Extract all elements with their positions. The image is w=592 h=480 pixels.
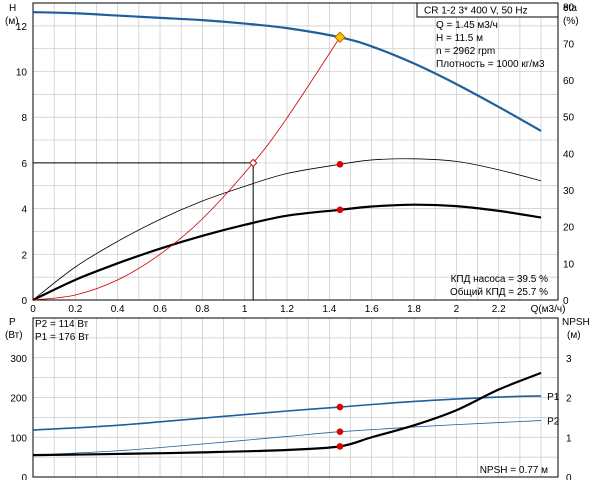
series-line-2	[32, 203, 542, 301]
y-tick-label-h: 4	[21, 205, 27, 216]
y-tick-label-eta: 0	[563, 296, 569, 307]
efficiency-text: КПД насоса = 39.5 %	[451, 274, 549, 285]
y-tick-label-npsh: 1	[566, 433, 572, 444]
x-tick-label: 1.6	[365, 304, 379, 315]
y-tick-label-eta: 50	[563, 113, 575, 124]
info-box-line: n = 2962 rpm	[436, 46, 495, 57]
info-box-line: Q = 1.45 м3/ч	[436, 20, 498, 31]
x-tick-label: 1.2	[280, 304, 294, 315]
series-line-1	[32, 158, 542, 301]
y-tick-label-eta: 30	[563, 186, 575, 197]
y-axis-unit-npsh: (м)	[567, 330, 581, 341]
y-tick-label-p: 300	[10, 354, 27, 365]
x-axis-label: Q(м3/ч)	[531, 304, 566, 315]
info-box: CR 1-2 3* 400 V, 50 Hz Q = 1.45 м3/ч H = 1…	[416, 2, 559, 70]
series-line-0	[32, 11, 542, 132]
y-tick-label-p: 0	[21, 473, 27, 480]
y-axis-unit-h: (м)	[5, 16, 19, 27]
y-axis-label-h: H	[9, 3, 16, 14]
power-panel: 0 100 200 300 P (Вт) 0 1 2 3 NPSH (м) P1 P2 P2 = 114 В…	[5, 317, 590, 480]
info-box-title: CR 1-2 3* 400 V, 50 Hz	[424, 6, 528, 17]
operating-point	[336, 428, 344, 435]
y-tick-label-eta: 40	[563, 149, 575, 160]
power-text: P1 = 176 Вт	[35, 332, 89, 343]
efficiency-text: Общий КПД = 25.7 %	[450, 286, 548, 298]
plot-frame	[32, 2, 559, 301]
plot-frame	[32, 317, 559, 478]
series-line-3	[32, 37, 341, 301]
y-tick-label-npsh: 0	[566, 473, 572, 480]
y-axis-label-npsh: NPSH	[562, 317, 590, 328]
info-box-line: Плотность = 1000 кг/м3	[436, 59, 545, 70]
y-tick-label-npsh: 3	[566, 354, 572, 365]
x-tick-label: 0.6	[153, 304, 167, 315]
operating-point	[336, 443, 344, 450]
x-tick-label: 1.8	[407, 304, 421, 315]
x-tick-label: 0.2	[68, 304, 82, 315]
y-axis-label-p: P	[9, 317, 16, 328]
y-tick-label-p: 100	[10, 433, 27, 444]
operating-point	[336, 403, 344, 411]
y-tick-label-eta: 10	[563, 259, 575, 270]
series-line-npsh	[32, 371, 542, 457]
y-tick-label-h: 12	[16, 22, 28, 33]
operating-point	[336, 161, 344, 168]
x-tick-label: 2.2	[492, 304, 506, 315]
series-label-p1: P1	[547, 392, 560, 403]
y-axis-label-eta: eta	[563, 3, 577, 14]
y-axis-unit-p: (Вт)	[5, 330, 23, 341]
y-tick-label-npsh: 2	[566, 394, 572, 405]
performance-panel: 0 0.2 0.4 0.6 0.8 1 1.2 1.4 1.6 1.8 2 2.2 Q(м3/ч)024…	[5, 2, 579, 315]
x-tick-label: 2	[454, 304, 460, 315]
y-tick-label-h: 0	[21, 296, 27, 307]
info-box-line: H = 11.5 м	[436, 33, 483, 44]
y-tick-label-h: 8	[21, 113, 27, 124]
x-tick-label: 1.4	[322, 304, 336, 315]
operating-point-marker	[334, 31, 346, 43]
x-tick-label: 0	[30, 304, 36, 315]
x-tick-label: 0.8	[195, 304, 209, 315]
y-tick-label-p: 200	[10, 394, 27, 405]
info-box-title-frame	[416, 2, 559, 18]
series-line-p2	[32, 420, 542, 456]
y-axis-unit-eta: (%)	[563, 16, 579, 27]
y-tick-label-eta: 20	[563, 223, 575, 234]
npsh-text: NPSH = 0.77 м	[480, 465, 548, 476]
y-tick-label-eta: 60	[563, 76, 575, 87]
y-tick-label-eta: 70	[563, 39, 575, 50]
y-tick-label-eta: 80	[563, 3, 575, 14]
y-tick-label-h: 2	[21, 250, 27, 261]
operating-point	[336, 206, 344, 214]
y-tick-label-h: 10	[16, 68, 28, 79]
series-label-p2: P2	[547, 417, 560, 428]
x-tick-label: 0.4	[111, 304, 125, 315]
operating-point-marker	[248, 158, 258, 168]
power-text: P2 = 114 Вт	[35, 319, 89, 330]
x-tick-label: 1	[242, 304, 248, 315]
y-tick-label-h: 6	[21, 159, 27, 170]
